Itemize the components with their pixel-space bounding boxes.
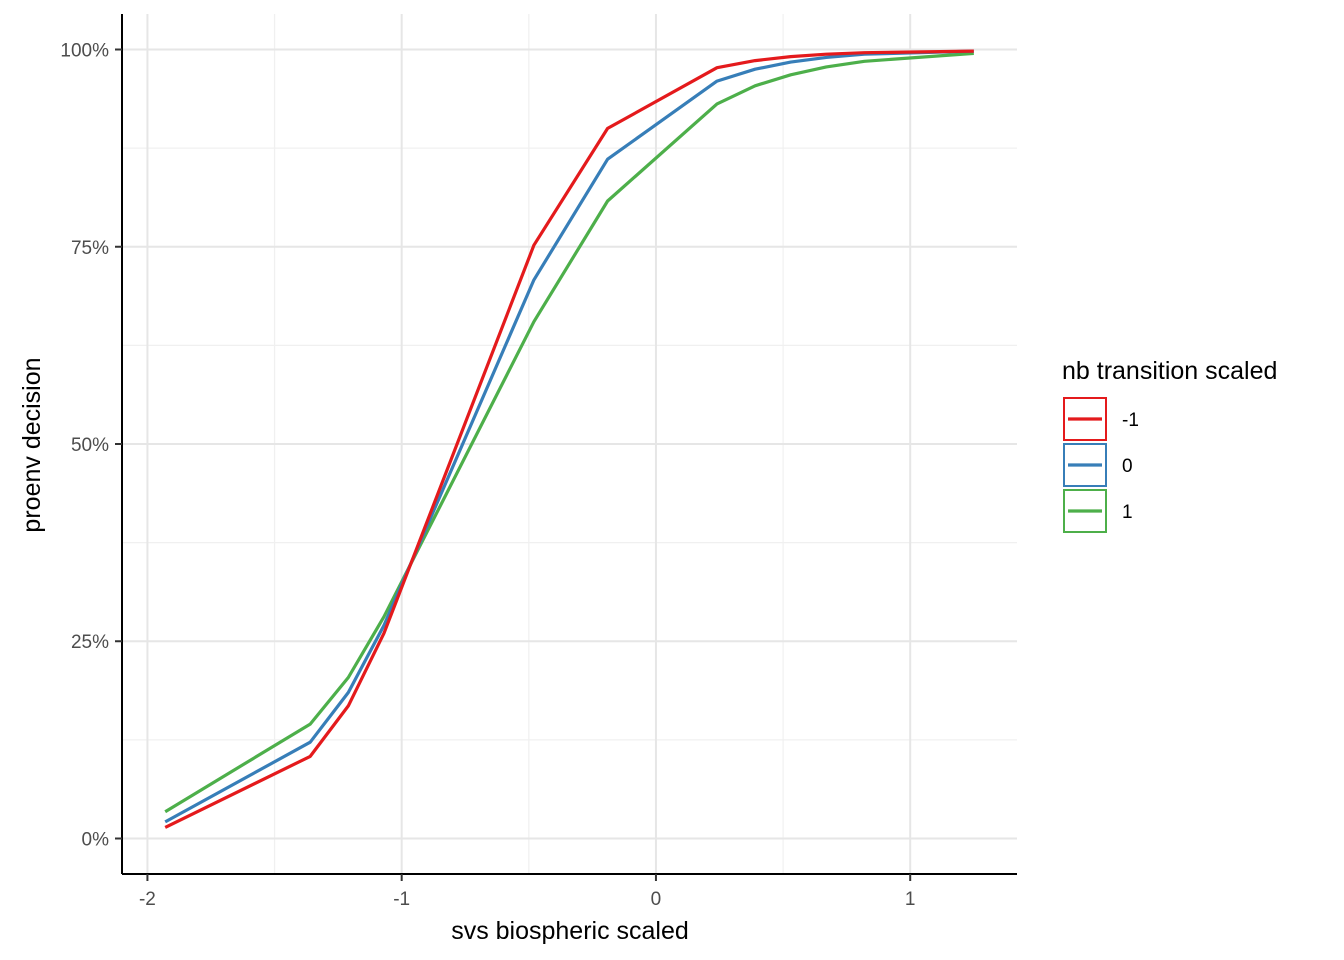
- y-tick-label: 75%: [71, 238, 109, 259]
- legend-items: -1 0 1: [1063, 397, 1139, 533]
- legend-label: -1: [1122, 410, 1139, 431]
- legend-label: 1: [1122, 502, 1133, 523]
- y-axis-title: proenv decision: [18, 357, 46, 532]
- y-tick-label: 100%: [60, 41, 109, 62]
- axis-ticks: [115, 48, 912, 881]
- grid-major: [122, 14, 1017, 874]
- x-tick-label: 1: [905, 889, 916, 910]
- y-tick-label: 25%: [71, 632, 109, 653]
- legend-title: nb transition scaled: [1062, 357, 1277, 385]
- legend: nb transition scaled -1 0 1: [1062, 357, 1277, 533]
- series-line-1: [164, 51, 974, 814]
- series-line--1: [164, 49, 974, 829]
- x-axis-title: svs biospheric scaled: [451, 917, 689, 945]
- x-tick-label: -2: [139, 889, 156, 910]
- legend-label: 0: [1122, 456, 1133, 477]
- axis-tick-labels: -2 -1 0 1 0% 25% 50% 75% 100%: [60, 41, 915, 910]
- series-line-0: [164, 49, 974, 824]
- y-tick-label: 0%: [82, 829, 110, 850]
- x-tick-label: 0: [651, 889, 662, 910]
- y-tick-label: 50%: [71, 435, 109, 456]
- x-tick-label: -1: [393, 889, 410, 910]
- series-lines: [164, 49, 974, 829]
